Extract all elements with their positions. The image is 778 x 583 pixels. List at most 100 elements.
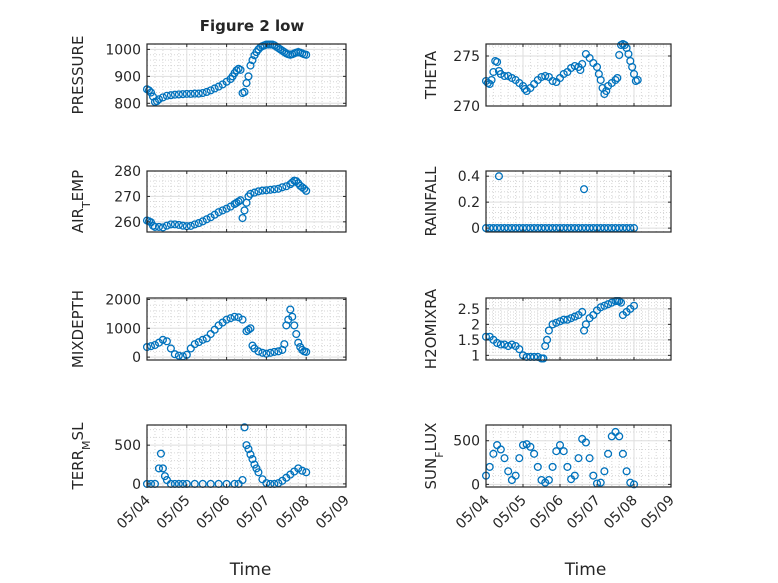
pressure-data-point [162,91,171,100]
sun_flux-ylabel-part: F [433,451,446,457]
air_temp-data-point [214,208,223,217]
mixdepth-data-point [174,351,183,360]
pressure-ytick-label: 900 [114,69,141,85]
air_temp-data-point [270,185,279,194]
rainfall-data-point [579,185,589,194]
h2omixra-data-point [578,307,587,317]
sun_flux-data-point [526,442,535,451]
terr_msl-data-point [294,464,303,473]
theta-data-point [548,76,557,86]
mixdepth-data-point [294,338,303,347]
air_temp-data-point [274,184,283,193]
h2omixra-data-point [493,338,502,348]
terr_msl-xlabel: Time [229,560,272,580]
theta-data-point [615,50,624,60]
air_temp-data-point [174,220,183,229]
sun_flux-data-point [496,445,505,454]
terr_msl-data-point [154,464,163,473]
mixdepth-data-point [238,315,247,324]
h2omixra-data-point [629,301,639,310]
air_temp-data-point [158,223,167,232]
rainfall-ytick-label: 0 [471,221,480,237]
terr_msl-data-point [246,450,255,459]
air_temp-data-point [194,219,203,228]
pressure-data-point [236,65,245,74]
pressure-data-point [152,97,162,106]
sun_flux-data-point [596,478,605,487]
sun_flux-data-point [504,467,513,476]
sun_flux-xlabel: Time [564,560,607,580]
air_temp-data-point [234,197,243,206]
mixdepth-data-point [246,324,255,333]
theta-data-point [520,84,529,94]
air_temp-data-point [218,206,227,215]
terr_msl-ylabel-part: SL [69,422,87,441]
h2omixra-data-point [581,320,590,329]
sun_flux-data-point [489,449,498,458]
mixdepth-data-point [266,348,275,357]
mixdepth-data-point [158,335,167,344]
h2omixra-ylabel: H2OMIXRA [422,288,440,369]
pressure-data-point [158,93,167,102]
theta-data-point [489,67,498,77]
mixdepth-data-point [198,335,207,344]
sun_flux-ylabel-part: LUX [422,423,440,452]
air_temp-ylabel: AIRTEMP [69,170,93,233]
mixdepth-data-point [280,340,289,349]
terr_msl-data-point [242,441,251,450]
pressure-ylabel-part: PRESSURE [69,36,87,115]
h2omixra-data-point [616,298,626,307]
pressure-data-point [202,87,211,97]
sun_flux-data-point [604,449,613,458]
theta-data-point [570,61,579,71]
air_temp-axes-box [146,170,347,233]
pressure-data-point [194,89,203,98]
subplot-rainfall: 0 0.2 0.4 RAINFALL [422,166,672,237]
pressure-data-point [182,89,191,98]
h2omixra-data-point [559,315,568,324]
terr_msl-data-point [160,472,169,481]
terr_msl-ylabel: TERRMSL [69,422,93,491]
mixdepth-data-point [194,338,203,347]
mixdepth-data-point [190,340,199,349]
theta-axes-box [485,43,672,107]
theta-ytick-label: 270 [453,99,480,115]
theta-series [481,39,642,99]
sun_flux-data-point [570,471,579,480]
mixdepth-data-point [258,348,267,357]
rainfall-ytick-label: 0.2 [458,195,480,211]
pressure-data-point [246,61,255,70]
air_temp-data-point [300,184,309,193]
mixdepth-data-point [162,337,171,346]
h2omixra-data-point [600,301,609,310]
terr_msl-axes-background [147,425,346,487]
mixdepth-axes-box [146,297,347,361]
mixdepth-data-point [202,334,211,343]
air_temp-data-point [302,186,311,195]
h2omixra-data-point [552,318,561,327]
terr_msl-ytick-label: 500 [114,438,141,454]
air_temp-data-point [186,221,195,230]
mixdepth-data-point [290,321,299,330]
air_temp-data-point [238,213,247,223]
air_temp-data-point [190,220,199,229]
pressure-data-point [206,86,215,95]
air_temp-data-point [202,215,211,224]
mixdepth-data-point [210,325,219,334]
terr_msl-data-point [302,468,311,477]
h2omixra-ytick-label: 2.5 [458,302,480,318]
air_temp-ylabel-part: AIR [69,208,87,233]
air_temp-data-point [292,177,301,186]
h2omixra-data-point [507,340,516,349]
air_temp-data-point [250,188,259,197]
air_temp-data-point [226,202,235,211]
terr_msl-data-point [298,466,307,475]
terr_msl-data-point [238,475,247,485]
h2omixra-axes-box [485,297,672,361]
rainfall-ylabel: RAINFALL [422,166,440,237]
theta-data-point [613,73,622,83]
air_temp-data-point [232,198,241,207]
sun_flux-data-point [618,449,627,458]
sun_flux-axes-box [485,424,672,488]
sun_flux-data-point [533,462,542,471]
